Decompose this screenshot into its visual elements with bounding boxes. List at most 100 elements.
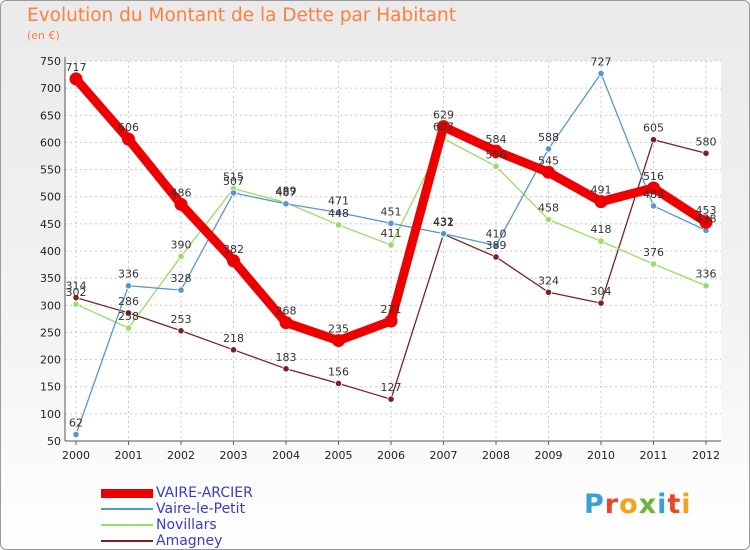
data-label: 235 <box>328 323 349 336</box>
data-point <box>649 136 658 144</box>
legend-swatch <box>101 524 153 526</box>
chart-subtitle: (en €) <box>27 29 60 42</box>
data-label: 607 <box>433 121 454 134</box>
data-point <box>492 253 500 261</box>
legend-swatch <box>101 508 153 510</box>
data-point <box>699 215 713 229</box>
x-tick-label: 2011 <box>640 449 668 462</box>
data-label: 127 <box>381 381 402 394</box>
data-point <box>229 189 238 197</box>
data-point <box>282 200 290 208</box>
legend-label: Amagney <box>156 533 223 549</box>
data-point <box>649 202 658 210</box>
data-point <box>384 314 398 328</box>
data-point <box>544 215 553 224</box>
legend-label: Novillars <box>156 517 217 533</box>
y-tick-label: 700 <box>40 82 61 95</box>
x-tick-label: 2003 <box>220 449 248 462</box>
data-label: 717 <box>66 61 87 74</box>
data-point <box>227 254 240 268</box>
y-tick-label: 750 <box>40 55 61 68</box>
data-point <box>594 195 608 209</box>
data-label: 304 <box>591 285 612 298</box>
data-point <box>124 324 133 332</box>
data-label: 389 <box>486 239 507 252</box>
data-label: 302 <box>66 286 87 299</box>
data-point <box>334 208 343 217</box>
data-label: 183 <box>276 351 297 364</box>
data-point <box>649 260 658 268</box>
data-point <box>702 149 710 157</box>
data-point <box>124 282 133 290</box>
data-label: 605 <box>643 122 664 135</box>
data-point <box>387 219 395 227</box>
data-label: 418 <box>591 223 612 236</box>
data-point <box>279 316 293 330</box>
x-tick-label: 2007 <box>430 449 458 462</box>
data-label: 156 <box>328 365 349 378</box>
y-tick-label: 600 <box>40 136 61 149</box>
data-label: 486 <box>171 186 192 199</box>
y-tick-label: 250 <box>40 326 61 339</box>
data-label: 62 <box>69 416 83 429</box>
data-label: 451 <box>381 205 402 218</box>
data-point <box>542 165 555 179</box>
data-point <box>387 395 395 403</box>
data-label: 606 <box>118 121 139 134</box>
data-label: 431 <box>433 216 454 229</box>
data-label: 390 <box>171 238 192 251</box>
data-point <box>544 288 553 296</box>
data-point <box>334 221 343 229</box>
data-label: 271 <box>381 303 402 316</box>
data-point <box>69 72 83 86</box>
data-point <box>647 181 660 195</box>
data-label: 491 <box>591 184 612 197</box>
data-label: 489 <box>276 185 297 198</box>
y-tick-label: 300 <box>40 299 61 312</box>
x-tick-label: 2002 <box>167 449 195 462</box>
data-point <box>174 197 188 211</box>
data-label: 453 <box>696 204 717 217</box>
data-point <box>702 282 710 290</box>
data-label: 328 <box>171 272 192 285</box>
data-point <box>544 145 553 153</box>
data-label: 487 <box>276 186 297 199</box>
data-point <box>439 230 448 238</box>
data-label: 411 <box>381 227 402 240</box>
data-point <box>229 346 238 354</box>
data-label: 580 <box>696 135 717 148</box>
x-tick-label: 2005 <box>325 449 353 462</box>
data-label: 584 <box>486 133 507 146</box>
legend-label: VAIRE-ARCIER <box>156 485 253 501</box>
data-label: 629 <box>433 109 454 122</box>
chart-title: Evolution du Montant de la Dette par Hab… <box>27 5 456 26</box>
legend-swatch <box>101 489 153 498</box>
data-label: 516 <box>643 170 664 183</box>
data-label: 324 <box>538 274 559 287</box>
x-tick-label: 2000 <box>62 449 90 462</box>
data-label: 515 <box>223 171 244 184</box>
y-tick-label: 150 <box>40 381 61 394</box>
data-label: 410 <box>486 228 507 241</box>
y-tick-label: 450 <box>40 218 61 231</box>
data-point <box>492 241 500 250</box>
y-tick-label: 350 <box>40 272 61 285</box>
x-tick-label: 2010 <box>587 449 615 462</box>
data-point <box>597 237 605 245</box>
data-label: 448 <box>328 207 349 220</box>
x-tick-label: 2001 <box>115 449 143 462</box>
data-point <box>72 430 80 439</box>
data-point <box>124 309 133 317</box>
data-label: 507 <box>223 175 244 188</box>
data-point <box>387 241 395 249</box>
data-label: 314 <box>66 280 87 293</box>
data-label: 336 <box>696 268 717 281</box>
data-point <box>597 299 605 307</box>
y-tick-label: 650 <box>40 109 61 122</box>
data-label: 258 <box>118 310 139 323</box>
data-point <box>282 365 290 373</box>
legend-swatch <box>101 540 153 542</box>
data-label: 268 <box>276 305 297 318</box>
